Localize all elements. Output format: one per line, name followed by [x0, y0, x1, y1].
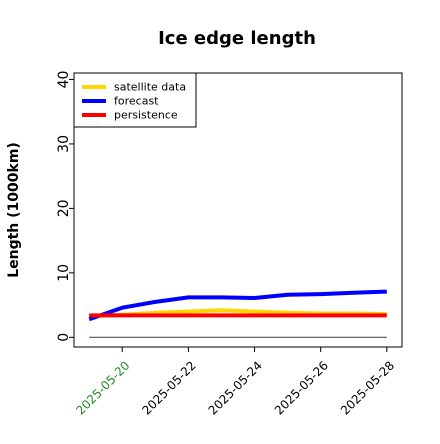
series-line-forecast — [88, 289, 387, 322]
y-tick-label: 10 — [56, 264, 72, 282]
plot-frame — [73, 72, 403, 348]
y-tick-label: 30 — [56, 135, 72, 153]
x-tick-label: 2025-05-24 — [206, 358, 265, 417]
y-axis-ticks: 0 10 20 30 40 — [56, 71, 74, 342]
chart-title: Ice edge length — [158, 28, 316, 49]
series-layer — [88, 289, 387, 338]
y-axis-label: Length (1000km) — [6, 142, 22, 278]
x-tick-label: 2025-05-22 — [140, 358, 199, 417]
y-tick-label: 40 — [56, 71, 72, 89]
x-tick-label: 2025-05-20 — [73, 358, 132, 417]
x-axis-ticks: 2025-05-20 2025-05-22 2025-05-24 2025-05-26… — [73, 347, 397, 418]
y-tick-label: 0 — [56, 333, 72, 342]
y-tick-label: 20 — [56, 199, 72, 217]
legend-label-persistence: persistence — [114, 109, 178, 122]
legend-label-forecast: forecast — [114, 95, 159, 108]
x-tick-label: 2025-05-28 — [338, 358, 397, 417]
x-tick-label: 2025-05-26 — [272, 358, 331, 417]
legend-label-satellite-data: satellite data — [114, 81, 186, 94]
